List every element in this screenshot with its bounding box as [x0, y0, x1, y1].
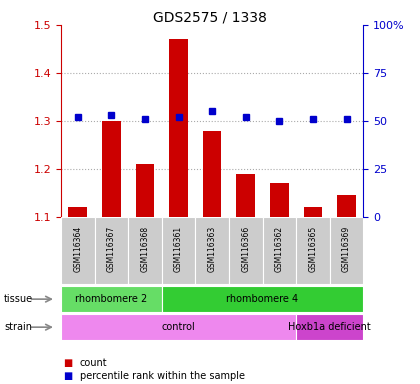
Text: Hoxb1a deficient: Hoxb1a deficient — [288, 322, 371, 332]
Bar — [262, 217, 296, 284]
Text: GSM116364: GSM116364 — [73, 226, 82, 272]
Bar — [296, 314, 363, 340]
Text: control: control — [162, 322, 195, 332]
Text: rhombomere 2: rhombomere 2 — [75, 294, 147, 304]
Bar — [61, 217, 94, 284]
Bar — [169, 40, 188, 217]
Bar — [162, 286, 363, 312]
Text: strain: strain — [4, 322, 32, 332]
Bar — [337, 195, 356, 217]
Bar — [195, 217, 229, 284]
Text: GSM116367: GSM116367 — [107, 226, 116, 272]
Text: percentile rank within the sample: percentile rank within the sample — [80, 371, 245, 381]
Text: GDS2575 / 1338: GDS2575 / 1338 — [153, 11, 267, 25]
Bar — [68, 207, 87, 217]
Text: ■: ■ — [63, 371, 72, 381]
Text: GSM116368: GSM116368 — [140, 226, 150, 272]
Bar — [128, 217, 162, 284]
Text: GSM116361: GSM116361 — [174, 226, 183, 272]
Bar — [102, 121, 121, 217]
Text: count: count — [80, 358, 108, 367]
Bar — [296, 217, 330, 284]
Bar — [203, 131, 221, 217]
Bar — [136, 164, 154, 217]
Text: tissue: tissue — [4, 294, 33, 304]
Text: GSM116365: GSM116365 — [308, 226, 318, 272]
Text: ■: ■ — [63, 358, 72, 367]
Bar — [229, 217, 262, 284]
Bar — [61, 286, 162, 312]
Text: GSM116366: GSM116366 — [241, 226, 250, 272]
Text: GSM116362: GSM116362 — [275, 226, 284, 272]
Bar — [236, 174, 255, 217]
Bar — [304, 207, 322, 217]
Text: GSM116369: GSM116369 — [342, 226, 351, 272]
Bar — [162, 217, 195, 284]
Bar — [61, 314, 296, 340]
Text: GSM116363: GSM116363 — [207, 226, 217, 272]
Bar — [94, 217, 128, 284]
Text: rhombomere 4: rhombomere 4 — [226, 294, 299, 304]
Bar — [270, 184, 289, 217]
Bar — [330, 217, 363, 284]
